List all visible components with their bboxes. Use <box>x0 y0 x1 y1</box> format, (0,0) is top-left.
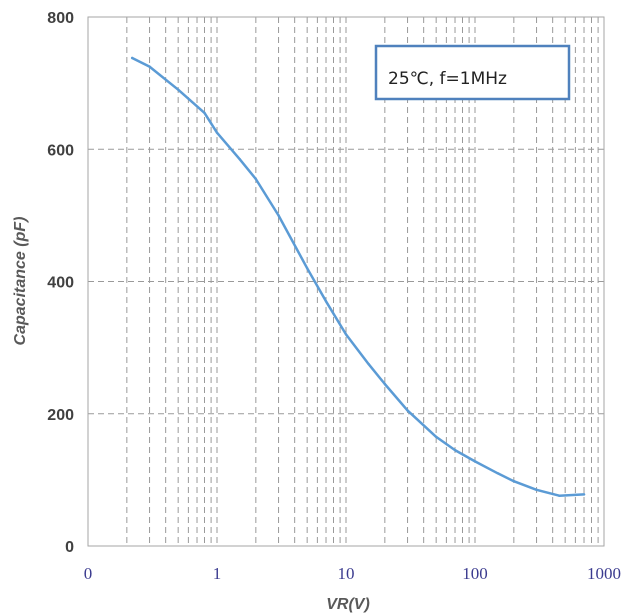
data-point <box>582 493 586 496</box>
y-tick-label: 400 <box>47 275 74 292</box>
data-point <box>215 131 219 134</box>
capacitance-series-line <box>130 56 586 497</box>
data-point <box>512 479 516 483</box>
x-axis-label: VR(V) <box>326 596 370 613</box>
x-tick-label: 10 <box>338 564 355 583</box>
data-point <box>496 472 499 475</box>
x-tick-label: 0 <box>84 564 93 583</box>
data-point <box>434 435 438 439</box>
x-tick-label: 100 <box>462 564 488 583</box>
data-point <box>473 460 477 463</box>
annotation-box: 25℃, f=1MHz <box>374 44 571 101</box>
data-point <box>453 448 457 452</box>
data-point <box>277 214 280 217</box>
data-point <box>406 409 409 412</box>
y-tick-label: 800 <box>47 10 74 27</box>
data-point <box>203 111 206 115</box>
data-point <box>238 157 241 161</box>
y-tick-label: 200 <box>47 407 74 424</box>
data-point <box>558 494 561 497</box>
data-point <box>305 267 309 270</box>
data-point <box>367 362 370 366</box>
y-axis-label: Capacitance (pF) <box>12 217 29 346</box>
y-tick-label: 0 <box>65 539 74 556</box>
x-axis-ticks: 0 1 10 100 1000 <box>84 564 621 583</box>
x-tick-label: 1 <box>213 564 222 583</box>
plot-frame <box>87 16 605 547</box>
y-tick-label: 600 <box>47 142 74 159</box>
annotation-text: 25℃, f=1MHz <box>388 69 507 89</box>
grid <box>88 17 604 546</box>
data-point <box>176 88 180 91</box>
y-axis-ticks: 0 200 400 600 800 <box>47 10 74 556</box>
data-point <box>324 300 328 303</box>
x-tick-label: 1000 <box>587 564 621 583</box>
series-points <box>130 56 586 497</box>
data-point <box>130 56 134 60</box>
data-point <box>148 65 151 68</box>
data-point <box>344 333 348 336</box>
data-point <box>535 488 538 491</box>
data-point <box>254 177 258 181</box>
data-point <box>383 382 387 386</box>
